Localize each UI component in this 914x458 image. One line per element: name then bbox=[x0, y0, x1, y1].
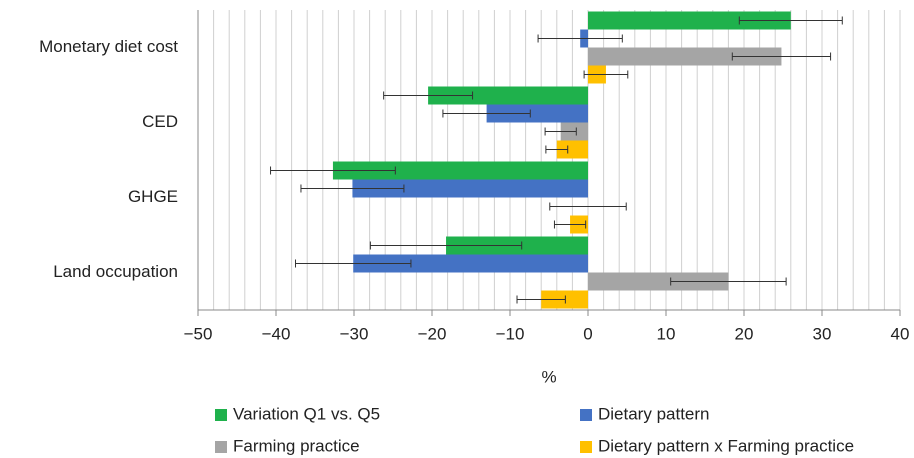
x-axis-label: % bbox=[541, 367, 556, 386]
bar bbox=[486, 104, 588, 123]
x-tick-label: 30 bbox=[813, 324, 832, 343]
legend-label: Farming practice bbox=[233, 436, 360, 455]
error-bar bbox=[369, 241, 523, 250]
error-bar bbox=[544, 127, 577, 136]
legend-swatch bbox=[215, 409, 227, 421]
bar bbox=[428, 86, 588, 105]
bar bbox=[556, 140, 588, 159]
legend-swatch bbox=[580, 409, 592, 421]
error-bar bbox=[738, 16, 843, 25]
bar bbox=[352, 179, 588, 198]
legend-swatch bbox=[215, 441, 227, 453]
error-bar bbox=[442, 109, 531, 118]
x-tick-label: −50 bbox=[184, 324, 213, 343]
error-bar bbox=[545, 145, 569, 154]
x-tick-label: −20 bbox=[418, 324, 447, 343]
error-bar bbox=[270, 166, 396, 175]
x-tick-label: 20 bbox=[735, 324, 754, 343]
legend-label: Dietary pattern bbox=[598, 404, 710, 423]
bar bbox=[588, 47, 782, 66]
legend-label: Variation Q1 vs. Q5 bbox=[233, 404, 380, 423]
error-bar bbox=[549, 202, 627, 211]
legend-swatch bbox=[580, 441, 592, 453]
error-bar bbox=[731, 52, 832, 61]
error-bar bbox=[537, 34, 623, 43]
y-tick-label: Land occupation bbox=[53, 262, 178, 281]
error-bar bbox=[300, 184, 405, 193]
bar bbox=[353, 254, 588, 273]
x-tick-label: 10 bbox=[657, 324, 676, 343]
x-tick-label: 0 bbox=[583, 324, 592, 343]
y-tick-label: Monetary diet cost bbox=[39, 37, 178, 56]
error-bar bbox=[583, 70, 629, 79]
bar bbox=[332, 161, 588, 180]
bar bbox=[588, 272, 729, 291]
error-bar bbox=[516, 295, 566, 304]
error-bar bbox=[670, 277, 787, 286]
error-bar bbox=[553, 220, 587, 229]
y-tick-label: GHGE bbox=[128, 187, 178, 206]
legend-label: Dietary pattern x Farming practice bbox=[598, 436, 854, 455]
error-bar bbox=[295, 259, 412, 268]
y-tick-label: CED bbox=[142, 112, 178, 131]
bar bbox=[588, 11, 791, 30]
error-bar bbox=[383, 91, 474, 100]
x-tick-label: 40 bbox=[891, 324, 910, 343]
x-tick-label: −40 bbox=[262, 324, 291, 343]
x-tick-label: −30 bbox=[340, 324, 369, 343]
x-tick-label: −10 bbox=[496, 324, 525, 343]
